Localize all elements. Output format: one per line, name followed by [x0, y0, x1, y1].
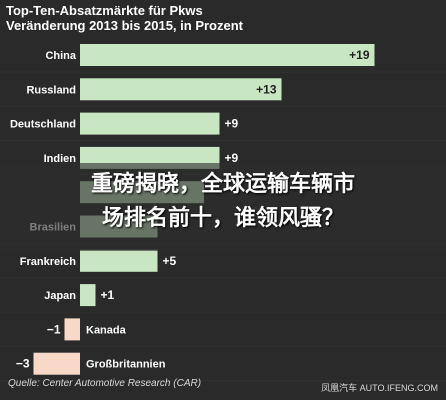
value-label-7: +1 — [101, 288, 115, 302]
value-label-0: +19 — [349, 48, 370, 62]
source-note: Quelle: Center Automotive Research (CAR) — [8, 378, 202, 389]
category-label-8: Kanada — [86, 324, 127, 336]
chart-title: Top-Ten-Absatzmärkte für Pkws — [6, 3, 203, 18]
chart-subtitle: Veränderung 2013 bis 2015, in Prozent — [6, 18, 243, 33]
category-label-3: Indien — [44, 153, 77, 165]
category-label-9: Großbritannien — [86, 359, 166, 371]
category-label-0: China — [45, 50, 76, 62]
category-label-1: Russland — [26, 84, 76, 96]
headline-overlay-band — [0, 163, 446, 251]
category-label-6: Frankreich — [20, 256, 77, 268]
watermark: 凤凰汽车 AUTO.IFENG.COM — [321, 383, 438, 393]
category-label-7: Japan — [44, 290, 76, 302]
bar-6 — [80, 249, 158, 272]
headline-line-2: 场排名前十，谁领风骚？ — [101, 206, 344, 231]
bar-8 — [64, 318, 80, 341]
value-label-8: −1 — [47, 322, 61, 336]
value-label-6: +5 — [163, 254, 177, 268]
bar-1 — [80, 78, 282, 101]
bar-2 — [80, 112, 220, 135]
value-label-9: −3 — [16, 357, 30, 371]
bar-9 — [33, 352, 80, 375]
value-label-2: +9 — [225, 117, 239, 131]
category-label-2: Deutschland — [10, 119, 76, 131]
bar-7 — [80, 284, 96, 307]
bar-0 — [80, 44, 375, 66]
headline-line-1: 重磅揭晓，全球运输车辆市 — [90, 172, 355, 197]
value-label-1: +13 — [256, 82, 277, 96]
value-label-3: +9 — [225, 151, 239, 165]
